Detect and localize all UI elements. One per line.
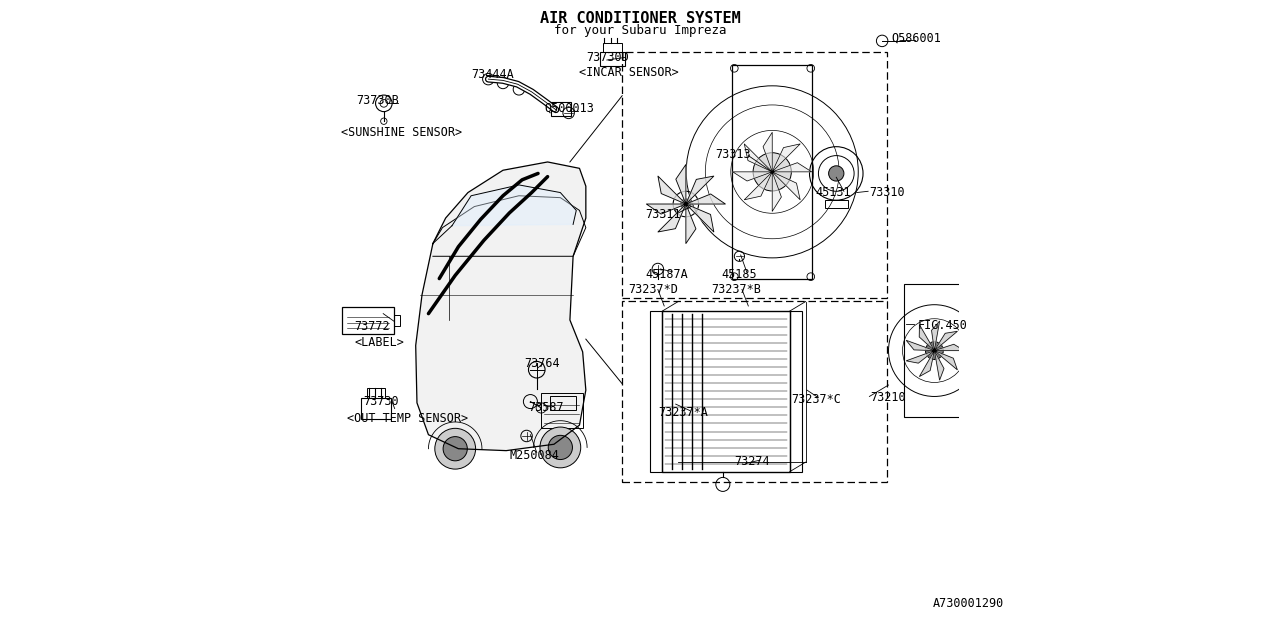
- Circle shape: [753, 153, 791, 191]
- Polygon shape: [658, 176, 686, 204]
- Polygon shape: [772, 163, 812, 172]
- Polygon shape: [919, 351, 934, 376]
- Polygon shape: [763, 132, 772, 172]
- Polygon shape: [934, 351, 943, 380]
- Text: 73311: 73311: [645, 209, 681, 221]
- Polygon shape: [906, 340, 934, 351]
- Bar: [342, 307, 394, 334]
- Text: 73237*D: 73237*D: [628, 283, 678, 296]
- Text: M250084: M250084: [509, 449, 559, 461]
- Circle shape: [443, 436, 467, 461]
- Text: 73210: 73210: [870, 391, 906, 404]
- Bar: [541, 394, 582, 428]
- Circle shape: [548, 435, 572, 460]
- Polygon shape: [772, 144, 800, 172]
- Text: 73237*B: 73237*B: [712, 283, 762, 296]
- Text: <INCAR SENSOR>: <INCAR SENSOR>: [580, 67, 680, 79]
- Bar: [603, 44, 622, 52]
- Polygon shape: [732, 172, 772, 181]
- Text: 45185: 45185: [722, 268, 758, 280]
- Text: 73237*C: 73237*C: [791, 393, 841, 406]
- Bar: [824, 200, 847, 209]
- Polygon shape: [686, 204, 714, 232]
- Polygon shape: [686, 194, 726, 204]
- Bar: [394, 315, 401, 326]
- Text: Q586001: Q586001: [892, 32, 942, 45]
- Bar: [600, 52, 625, 67]
- Text: 45187A: 45187A: [645, 268, 687, 280]
- Text: 73730: 73730: [362, 395, 398, 408]
- Text: A730001290: A730001290: [933, 597, 1005, 610]
- Bar: [622, 301, 887, 483]
- Polygon shape: [658, 204, 686, 232]
- Bar: [550, 102, 571, 116]
- Text: 73444A: 73444A: [471, 68, 513, 81]
- Bar: [361, 398, 392, 419]
- Circle shape: [828, 166, 844, 181]
- Polygon shape: [686, 176, 714, 204]
- Text: <LABEL>: <LABEL>: [355, 336, 404, 349]
- Text: 73587: 73587: [529, 401, 564, 415]
- Circle shape: [435, 428, 476, 469]
- Polygon shape: [676, 164, 686, 204]
- Circle shape: [681, 199, 691, 209]
- Polygon shape: [646, 204, 686, 214]
- Text: 73237*A: 73237*A: [658, 406, 708, 419]
- Text: 73313: 73313: [716, 148, 751, 161]
- Text: Q500013: Q500013: [544, 102, 594, 115]
- Circle shape: [540, 427, 581, 468]
- Polygon shape: [932, 321, 940, 351]
- Text: 45131: 45131: [815, 186, 851, 199]
- Polygon shape: [934, 351, 957, 370]
- Bar: [367, 388, 385, 398]
- Bar: [790, 311, 803, 472]
- Polygon shape: [772, 172, 781, 211]
- Text: 73764: 73764: [524, 357, 559, 370]
- Text: <SUNSHINE SENSOR>: <SUNSHINE SENSOR>: [340, 125, 462, 138]
- Text: 73730B: 73730B: [356, 93, 399, 107]
- Polygon shape: [416, 162, 586, 451]
- Circle shape: [925, 342, 943, 360]
- Polygon shape: [744, 172, 772, 200]
- Bar: [649, 311, 662, 472]
- Polygon shape: [934, 332, 957, 351]
- Bar: [732, 65, 812, 278]
- Polygon shape: [919, 324, 934, 351]
- Bar: [904, 284, 965, 417]
- Polygon shape: [744, 144, 772, 172]
- Polygon shape: [906, 351, 934, 363]
- Text: 73274: 73274: [735, 455, 771, 468]
- Bar: [549, 396, 576, 410]
- Text: 73730D: 73730D: [586, 51, 628, 64]
- Text: 73310: 73310: [869, 186, 905, 199]
- Text: 73772: 73772: [355, 320, 390, 333]
- Polygon shape: [772, 172, 800, 200]
- Text: AIR CONDITIONER SYSTEM: AIR CONDITIONER SYSTEM: [540, 11, 740, 26]
- Bar: [662, 311, 790, 472]
- Polygon shape: [934, 344, 964, 351]
- Polygon shape: [452, 185, 576, 226]
- Polygon shape: [686, 204, 696, 244]
- Text: FIG.450: FIG.450: [918, 319, 968, 332]
- Text: for your Subaru Impreza: for your Subaru Impreza: [554, 24, 726, 36]
- Bar: [622, 52, 887, 298]
- Text: <OUT TEMP SENSOR>: <OUT TEMP SENSOR>: [347, 412, 468, 425]
